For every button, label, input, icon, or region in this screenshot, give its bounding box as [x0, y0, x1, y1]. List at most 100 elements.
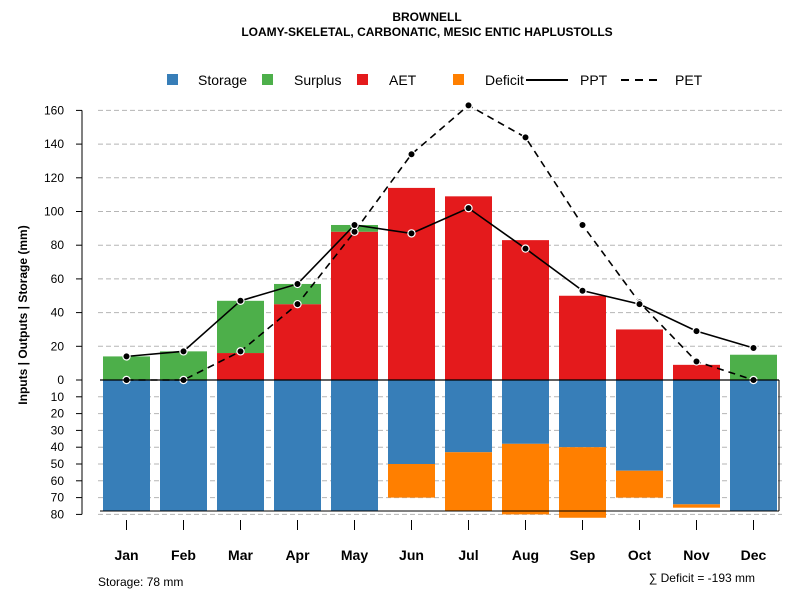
y-tick-label: 70 — [51, 491, 65, 505]
deficit-footnote: ∑ Deficit = -193 mm — [649, 571, 755, 585]
pet-point — [578, 220, 587, 230]
x-tick-label: Dec — [741, 547, 767, 563]
chart-title: BROWNELL — [392, 10, 461, 24]
surplus-bar — [160, 351, 207, 380]
deficit-bar — [388, 464, 435, 498]
storage-bar — [217, 380, 264, 512]
aet-bar — [217, 353, 264, 380]
storage-bar — [559, 380, 606, 448]
y-tick-label: 160 — [44, 103, 64, 117]
storage-bar — [673, 380, 720, 505]
pet-point — [692, 357, 701, 366]
aet-bar — [331, 231, 378, 380]
deficit-bar — [673, 504, 720, 508]
series-lines — [122, 101, 758, 385]
pet-point — [464, 101, 473, 110]
pet-point — [293, 299, 302, 309]
axes: 0 20 40 60 80 100 120 140 160 10 20 30 40 50 60 70 80 Jan… — [44, 103, 780, 563]
ppt-point — [122, 352, 131, 361]
ppt-point — [749, 343, 758, 353]
y-tick-label: 40 — [51, 440, 65, 454]
ppt-point — [407, 229, 416, 238]
pet-line — [126, 104, 754, 381]
x-tick-label: Sep — [570, 547, 596, 563]
storage-bar — [103, 380, 150, 512]
y-tick-label: 60 — [51, 272, 65, 286]
legend-swatch — [453, 74, 464, 85]
y-tick-label: 30 — [51, 423, 65, 437]
storage-bar — [616, 380, 663, 471]
ppt-point — [521, 244, 530, 253]
aet-bar — [274, 304, 321, 380]
ppt-point — [692, 326, 701, 336]
pet-point — [350, 227, 359, 236]
aet-bar — [502, 240, 549, 380]
storage-bar — [730, 380, 777, 512]
y-tick-label: 10 — [51, 390, 65, 404]
y-tick-label: 20 — [51, 407, 65, 421]
ppt-point — [179, 347, 188, 356]
gridlines — [98, 109, 782, 515]
x-tick-label: Nov — [683, 547, 710, 563]
x-tick-label: Apr — [285, 547, 310, 563]
y-tick-label: 40 — [51, 306, 65, 320]
legend-label: Deficit — [485, 72, 524, 88]
ppt-point — [578, 286, 587, 295]
chart-subtitle: LOAMY-SKELETAL, CARBONATIC, MESIC ENTIC … — [241, 25, 612, 39]
ppt-point — [464, 203, 473, 213]
x-tick-label: Feb — [171, 547, 196, 563]
x-tick-label: May — [341, 547, 368, 563]
x-tick-label: Jul — [458, 547, 478, 563]
pet-point — [236, 347, 245, 356]
bars — [103, 187, 777, 518]
y-tick-label: 20 — [51, 339, 65, 353]
legend: Storage Surplus AET Deficit PPT PET — [167, 72, 703, 88]
ppt-line — [126, 207, 754, 358]
storage-bar — [274, 380, 321, 512]
aet-bar — [445, 196, 492, 380]
aet-bar — [559, 295, 606, 380]
y-tick-label: 140 — [44, 137, 64, 151]
ppt-point — [350, 220, 359, 230]
y-tick-label: 0 — [57, 373, 64, 387]
storage-bar — [445, 380, 492, 453]
x-tick-label: Jan — [114, 547, 138, 563]
y-tick-label: 80 — [51, 238, 65, 252]
surplus-bar — [103, 356, 150, 380]
legend-swatch — [262, 74, 273, 85]
y-tick-label: 80 — [51, 507, 65, 521]
legend-swatch — [167, 74, 178, 85]
storage-bar — [331, 380, 378, 512]
storage-bar — [502, 380, 549, 444]
y-tick-label: 60 — [51, 474, 65, 488]
legend-swatch — [357, 74, 368, 85]
legend-label: Surplus — [294, 72, 341, 88]
deficit-bar — [445, 452, 492, 512]
aet-bar — [388, 187, 435, 380]
legend-label: PPT — [580, 72, 608, 88]
ppt-point — [635, 299, 644, 309]
x-tick-label: Oct — [628, 547, 652, 563]
storage-footnote: Storage: 78 mm — [98, 575, 183, 589]
legend-label: PET — [675, 72, 703, 88]
y-tick-label: 50 — [51, 457, 65, 471]
x-tick-label: Mar — [228, 547, 253, 563]
storage-bar — [160, 380, 207, 512]
storage-bar — [388, 380, 435, 464]
legend-label: Storage — [198, 72, 247, 88]
legend-label: AET — [389, 72, 417, 88]
aet-bar — [673, 364, 720, 380]
ppt-point — [236, 296, 245, 306]
deficit-bar — [616, 470, 663, 498]
y-tick-label: 100 — [44, 205, 64, 219]
deficit-bar — [502, 443, 549, 515]
pet-point — [407, 150, 416, 159]
deficit-bar — [559, 447, 606, 518]
y-tick-label: 120 — [44, 171, 64, 185]
y-axis-label: Inputs | Outputs | Storage (mm) — [16, 225, 30, 404]
surplus-bar — [274, 283, 321, 305]
ppt-point — [293, 279, 302, 289]
pet-point — [521, 133, 530, 142]
surplus-bar — [217, 300, 264, 354]
